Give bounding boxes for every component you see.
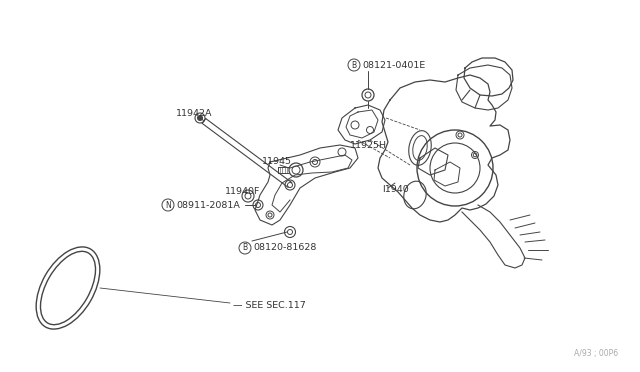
- Text: 08120-81628: 08120-81628: [253, 244, 316, 253]
- Text: I1940: I1940: [382, 186, 409, 195]
- Text: 11940F: 11940F: [225, 187, 260, 196]
- Text: A/93 ; 00P6: A/93 ; 00P6: [574, 349, 618, 358]
- Text: B: B: [243, 244, 248, 253]
- Text: 11925H: 11925H: [350, 141, 387, 150]
- Text: 08121-0401E: 08121-0401E: [362, 61, 425, 70]
- Text: 11945: 11945: [262, 157, 292, 167]
- Text: 08911-2081A: 08911-2081A: [176, 201, 240, 209]
- Text: — SEE SEC.117: — SEE SEC.117: [233, 301, 306, 310]
- Text: B: B: [351, 61, 356, 70]
- Circle shape: [198, 115, 202, 121]
- Text: 11942A: 11942A: [176, 109, 212, 118]
- Text: N: N: [165, 201, 171, 209]
